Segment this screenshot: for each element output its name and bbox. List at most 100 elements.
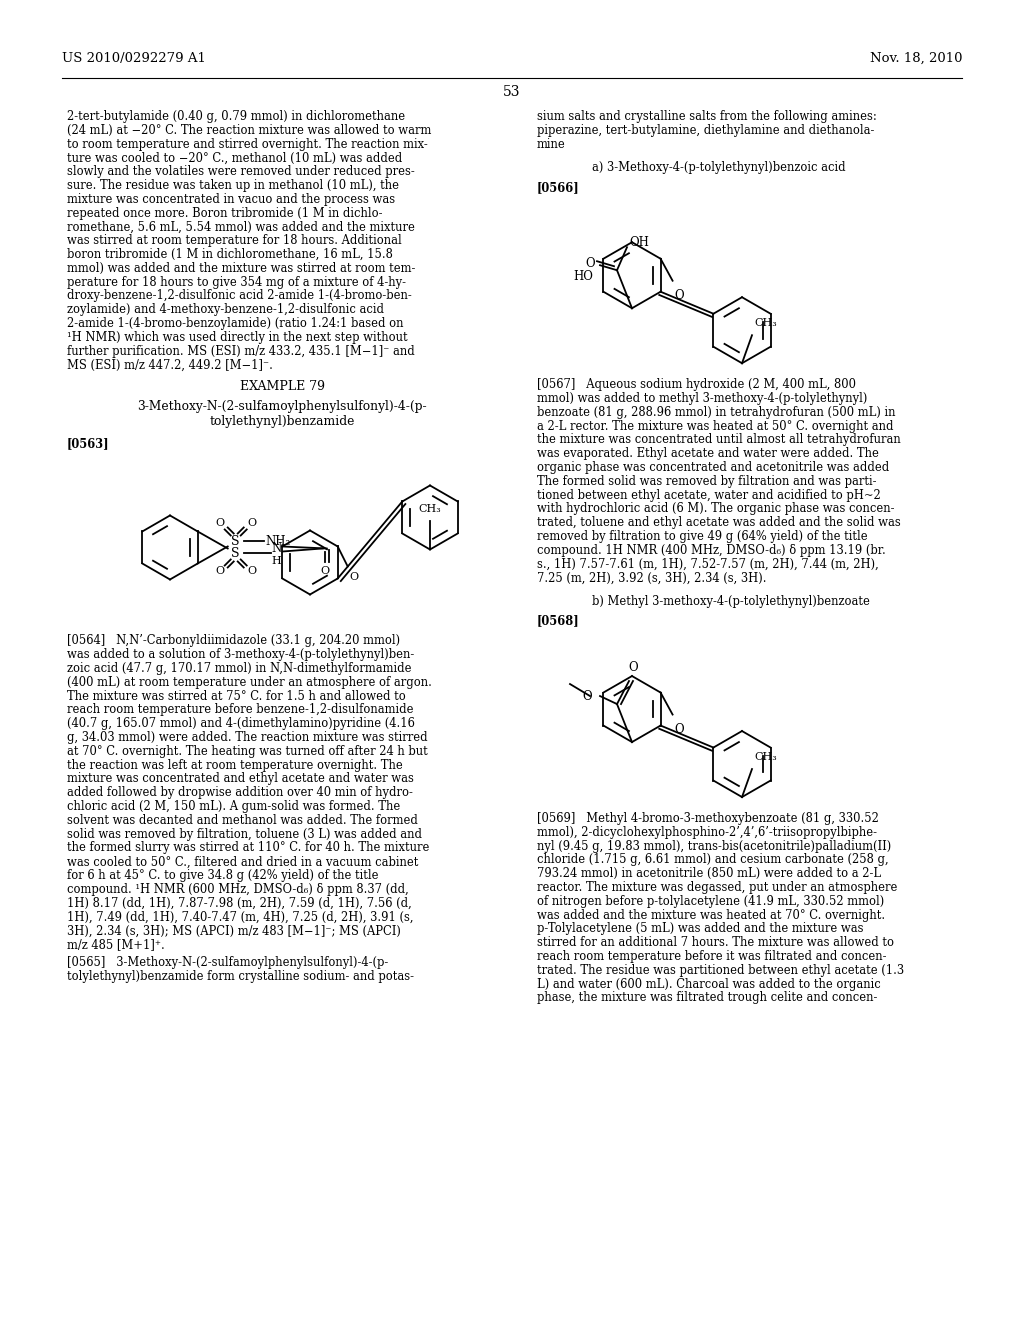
Text: 793.24 mmol) in acetonitrile (850 mL) were added to a 2-L: 793.24 mmol) in acetonitrile (850 mL) we… (537, 867, 881, 880)
Text: added followed by dropwise addition over 40 min of hydro-: added followed by dropwise addition over… (67, 787, 413, 800)
Text: O: O (247, 519, 256, 528)
Text: with hydrochloric acid (6 M). The organic phase was concen-: with hydrochloric acid (6 M). The organi… (537, 503, 895, 515)
Text: p-Tolylacetylene (5 mL) was added and the mixture was: p-Tolylacetylene (5 mL) was added and th… (537, 923, 863, 936)
Text: mixture was concentrated in vacuo and the process was: mixture was concentrated in vacuo and th… (67, 193, 395, 206)
Text: for 6 h at 45° C. to give 34.8 g (42% yield) of the title: for 6 h at 45° C. to give 34.8 g (42% yi… (67, 869, 379, 882)
Text: O: O (321, 566, 330, 577)
Text: The formed solid was removed by filtration and was parti-: The formed solid was removed by filtrati… (537, 475, 877, 488)
Text: trated, toluene and ethyl acetate was added and the solid was: trated, toluene and ethyl acetate was ad… (537, 516, 901, 529)
Text: the formed slurry was stirred at 110° C. for 40 h. The mixture: the formed slurry was stirred at 110° C.… (67, 841, 429, 854)
Text: perature for 18 hours to give 354 mg of a mixture of 4-hy-: perature for 18 hours to give 354 mg of … (67, 276, 406, 289)
Text: of nitrogen before p-tolylacetylene (41.9 mL, 330.52 mmol): of nitrogen before p-tolylacetylene (41.… (537, 895, 885, 908)
Text: slowly and the volatiles were removed under reduced pres-: slowly and the volatiles were removed un… (67, 165, 415, 178)
Text: O: O (215, 519, 224, 528)
Text: s., 1H) 7.57-7.61 (m, 1H), 7.52-7.57 (m, 2H), 7.44 (m, 2H),: s., 1H) 7.57-7.61 (m, 1H), 7.52-7.57 (m,… (537, 557, 879, 570)
Text: 3-Methoxy-N-(2-sulfamoylphenylsulfonyl)-4-(p-: 3-Methoxy-N-(2-sulfamoylphenylsulfonyl)-… (137, 400, 427, 413)
Text: CH₃: CH₃ (419, 504, 441, 515)
Text: compound. 1H NMR (400 MHz, DMSO-d₆) δ ppm 13.19 (br.: compound. 1H NMR (400 MHz, DMSO-d₆) δ pp… (537, 544, 886, 557)
Text: ¹H NMR) which was used directly in the next step without: ¹H NMR) which was used directly in the n… (67, 331, 408, 343)
Text: tolylethynyl)benzamide: tolylethynyl)benzamide (209, 414, 354, 428)
Text: [0563]: [0563] (67, 437, 110, 450)
Text: at 70° C. overnight. The heating was turned off after 24 h but: at 70° C. overnight. The heating was tur… (67, 744, 428, 758)
Text: m/z 485 [M+1]⁺.: m/z 485 [M+1]⁺. (67, 939, 165, 952)
Text: was evaporated. Ethyl acetate and water were added. The: was evaporated. Ethyl acetate and water … (537, 447, 879, 461)
Text: repeated once more. Boron tribromide (1 M in dichlo-: repeated once more. Boron tribromide (1 … (67, 207, 383, 219)
Text: (24 mL) at −20° C. The reaction mixture was allowed to warm: (24 mL) at −20° C. The reaction mixture … (67, 124, 431, 137)
Text: a 2-L rector. The mixture was heated at 50° C. overnight and: a 2-L rector. The mixture was heated at … (537, 420, 894, 433)
Text: mine: mine (537, 137, 565, 150)
Text: US 2010/0292279 A1: US 2010/0292279 A1 (62, 51, 206, 65)
Text: the mixture was concentrated until almost all tetrahydrofuran: the mixture was concentrated until almos… (537, 433, 901, 446)
Text: romethane, 5.6 mL, 5.54 mmol) was added and the mixture: romethane, 5.6 mL, 5.54 mmol) was added … (67, 220, 415, 234)
Text: reach room temperature before it was filtrated and concen-: reach room temperature before it was fil… (537, 950, 887, 964)
Text: 3H), 2.34 (s, 3H); MS (APCI) m/z 483 [M−1]⁻; MS (APCI): 3H), 2.34 (s, 3H); MS (APCI) m/z 483 [M−… (67, 924, 400, 937)
Text: g, 34.03 mmol) were added. The reaction mixture was stirred: g, 34.03 mmol) were added. The reaction … (67, 731, 428, 744)
Text: 7.25 (m, 2H), 3.92 (s, 3H), 2.34 (s, 3H).: 7.25 (m, 2H), 3.92 (s, 3H), 2.34 (s, 3H)… (537, 572, 767, 585)
Text: piperazine, tert-butylamine, diethylamine and diethanola-: piperazine, tert-butylamine, diethylamin… (537, 124, 874, 137)
Text: tolylethynyl)benzamide form crystalline sodium- and potas-: tolylethynyl)benzamide form crystalline … (67, 970, 414, 982)
Text: organic phase was concentrated and acetonitrile was added: organic phase was concentrated and aceto… (537, 461, 889, 474)
Text: trated. The residue was partitioned between ethyl acetate (1.3: trated. The residue was partitioned betw… (537, 964, 904, 977)
Text: phase, the mixture was filtrated trough celite and concen-: phase, the mixture was filtrated trough … (537, 991, 878, 1005)
Text: was stirred at room temperature for 18 hours. Additional: was stirred at room temperature for 18 h… (67, 234, 401, 247)
Text: S: S (231, 535, 240, 548)
Text: mmol), 2-dicyclohexylphosphino-2’,4’,6’-triisopropylbiphe-: mmol), 2-dicyclohexylphosphino-2’,4’,6’-… (537, 826, 877, 838)
Text: was added to a solution of 3-methoxy-4-(p-tolylethynyl)ben-: was added to a solution of 3-methoxy-4-(… (67, 648, 415, 661)
Text: tioned between ethyl acetate, water and acidified to pH~2: tioned between ethyl acetate, water and … (537, 488, 881, 502)
Text: b) Methyl 3-methoxy-4-(p-tolylethynyl)benzoate: b) Methyl 3-methoxy-4-(p-tolylethynyl)be… (592, 595, 869, 609)
Text: benzoate (81 g, 288.96 mmol) in tetrahydrofuran (500 mL) in: benzoate (81 g, 288.96 mmol) in tetrahyd… (537, 405, 896, 418)
Text: O: O (583, 689, 592, 702)
Text: EXAMPLE 79: EXAMPLE 79 (240, 380, 325, 393)
Text: L) and water (600 mL). Charcoal was added to the organic: L) and water (600 mL). Charcoal was adde… (537, 978, 881, 990)
Text: S: S (231, 546, 240, 560)
Text: [0567]   Aqueous sodium hydroxide (2 M, 400 mL, 800: [0567] Aqueous sodium hydroxide (2 M, 40… (537, 379, 856, 391)
Text: a) 3-Methoxy-4-(p-tolylethynyl)benzoic acid: a) 3-Methoxy-4-(p-tolylethynyl)benzoic a… (592, 161, 846, 174)
Text: [0564]   N,N’-Carbonyldiimidazole (33.1 g, 204.20 mmol): [0564] N,N’-Carbonyldiimidazole (33.1 g,… (67, 635, 400, 648)
Text: sium salts and crystalline salts from the following amines:: sium salts and crystalline salts from th… (537, 110, 877, 123)
Text: mmol) was added to methyl 3-methoxy-4-(p-tolylethynyl): mmol) was added to methyl 3-methoxy-4-(p… (537, 392, 867, 405)
Text: reach room temperature before benzene-1,2-disulfonamide: reach room temperature before benzene-1,… (67, 704, 414, 717)
Text: O: O (247, 566, 256, 577)
Text: NH₂: NH₂ (265, 535, 291, 548)
Text: reactor. The mixture was degassed, put under an atmosphere: reactor. The mixture was degassed, put u… (537, 880, 897, 894)
Text: chloride (1.715 g, 6.61 mmol) and cesium carbonate (258 g,: chloride (1.715 g, 6.61 mmol) and cesium… (537, 854, 889, 866)
Text: mixture was concentrated and ethyl acetate and water was: mixture was concentrated and ethyl aceta… (67, 772, 414, 785)
Text: compound. ¹H NMR (600 MHz, DMSO-d₆) δ ppm 8.37 (dd,: compound. ¹H NMR (600 MHz, DMSO-d₆) δ pp… (67, 883, 409, 896)
Text: boron tribromide (1 M in dichloromethane, 16 mL, 15.8: boron tribromide (1 M in dichloromethane… (67, 248, 393, 261)
Text: O: O (628, 661, 638, 675)
Text: 2-tert-butylamide (0.40 g, 0.79 mmol) in dichloromethane: 2-tert-butylamide (0.40 g, 0.79 mmol) in… (67, 110, 406, 123)
Text: O: O (675, 289, 684, 302)
Text: Nov. 18, 2010: Nov. 18, 2010 (869, 51, 962, 65)
Text: was added and the mixture was heated at 70° C. overnight.: was added and the mixture was heated at … (537, 908, 885, 921)
Text: [0568]: [0568] (537, 615, 580, 627)
Text: MS (ESI) m/z 447.2, 449.2 [M−1]⁻.: MS (ESI) m/z 447.2, 449.2 [M−1]⁻. (67, 359, 272, 371)
Text: removed by filtration to give 49 g (64% yield) of the title: removed by filtration to give 49 g (64% … (537, 531, 867, 543)
Text: 53: 53 (503, 84, 521, 99)
Text: CH₃: CH₃ (754, 318, 777, 329)
Text: the reaction was left at room temperature overnight. The: the reaction was left at room temperatur… (67, 759, 402, 772)
Text: zoylamide) and 4-methoxy-benzene-1,2-disulfonic acid: zoylamide) and 4-methoxy-benzene-1,2-dis… (67, 304, 384, 317)
Text: CH₃: CH₃ (754, 752, 777, 762)
Text: sure. The residue was taken up in methanol (10 mL), the: sure. The residue was taken up in methan… (67, 180, 399, 191)
Text: The mixture was stirred at 75° C. for 1.5 h and allowed to: The mixture was stirred at 75° C. for 1.… (67, 689, 406, 702)
Text: (40.7 g, 165.07 mmol) and 4-(dimethylamino)pyridine (4.16: (40.7 g, 165.07 mmol) and 4-(dimethylami… (67, 717, 415, 730)
Text: H: H (271, 557, 282, 566)
Text: further purification. MS (ESI) m/z 433.2, 435.1 [M−1]⁻ and: further purification. MS (ESI) m/z 433.2… (67, 345, 415, 358)
Text: (400 mL) at room temperature under an atmosphere of argon.: (400 mL) at room temperature under an at… (67, 676, 432, 689)
Text: was cooled to 50° C., filtered and dried in a vacuum cabinet: was cooled to 50° C., filtered and dried… (67, 855, 419, 869)
Text: ture was cooled to −20° C., methanol (10 mL) was added: ture was cooled to −20° C., methanol (10… (67, 152, 402, 165)
Text: O: O (675, 722, 684, 735)
Text: O: O (586, 256, 595, 269)
Text: [0566]: [0566] (537, 181, 580, 194)
Text: to room temperature and stirred overnight. The reaction mix-: to room temperature and stirred overnigh… (67, 137, 428, 150)
Text: O: O (215, 566, 224, 577)
Text: [0565]   3-Methoxy-N-(2-sulfamoylphenylsulfonyl)-4-(p-: [0565] 3-Methoxy-N-(2-sulfamoylphenylsul… (67, 956, 388, 969)
Text: nyl (9.45 g, 19.83 mmol), trans-bis(acetonitrile)palladium(II): nyl (9.45 g, 19.83 mmol), trans-bis(acet… (537, 840, 891, 853)
Text: 1H) 8.17 (dd, 1H), 7.87-7.98 (m, 2H), 7.59 (d, 1H), 7.56 (d,: 1H) 8.17 (dd, 1H), 7.87-7.98 (m, 2H), 7.… (67, 896, 412, 909)
Text: HO: HO (573, 271, 593, 284)
Text: N: N (271, 543, 282, 554)
Text: zoic acid (47.7 g, 170.17 mmol) in N,N-dimethylformamide: zoic acid (47.7 g, 170.17 mmol) in N,N-d… (67, 663, 412, 675)
Text: droxy-benzene-1,2-disulfonic acid 2-amide 1-(4-bromo-ben-: droxy-benzene-1,2-disulfonic acid 2-amid… (67, 289, 412, 302)
Text: solvent was decanted and methanol was added. The formed: solvent was decanted and methanol was ad… (67, 814, 418, 826)
Text: mmol) was added and the mixture was stirred at room tem-: mmol) was added and the mixture was stir… (67, 261, 416, 275)
